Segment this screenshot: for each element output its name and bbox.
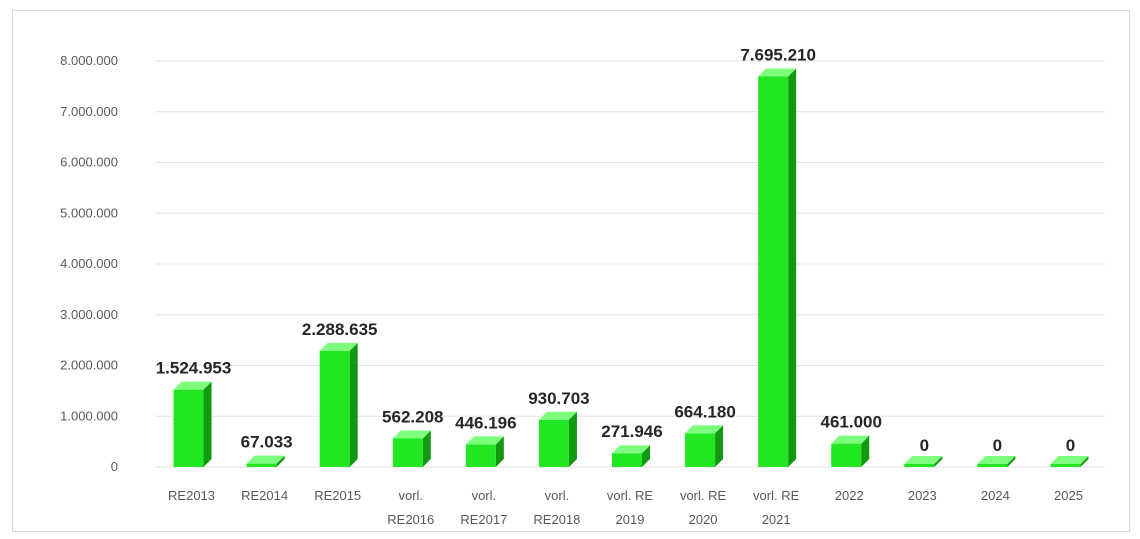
y-tick-label: 1.000.000 [60,408,118,423]
x-tick-label: 2024 [981,488,1010,503]
x-tick-label: 2025 [1054,488,1083,503]
x-tick-label: RE2017 [460,512,507,527]
x-tick-label: RE2015 [314,488,361,503]
y-tick-label: 5.000.000 [60,205,118,220]
data-label: 930.703 [528,389,589,408]
data-labels: 1.524.953 67.033 2.288.635 562.208 446.196 93… [156,45,1075,455]
x-tick-label: 2020 [689,512,718,527]
y-axis: 0 1.000.000 2.000.000 3.000.000 4.000.000 5.0… [60,53,118,474]
bars [173,68,1089,468]
data-label: 0 [920,436,929,455]
bar [831,435,870,467]
data-label: 0 [1066,436,1075,455]
bar [758,68,797,468]
y-tick-label: 3.000.000 [60,307,118,322]
x-tick-label: RE2013 [168,488,215,503]
bar [1050,456,1089,467]
x-axis: RE2013 RE2014 RE2015 vorl. RE2016 vorl. RE2017… [168,488,1083,527]
x-tick-label: vorl. RE [753,488,800,503]
bar [319,342,358,467]
x-tick-label: 2023 [908,488,937,503]
x-tick-label: vorl. [398,488,423,503]
bar [685,425,724,467]
data-label: 562.208 [382,407,443,426]
data-label: 0 [993,436,1002,455]
bar [246,455,285,467]
x-tick-label: vorl. [472,488,497,503]
y-tick-label: 2.000.000 [60,358,118,373]
bar [612,445,650,467]
x-tick-label: vorl. RE [680,488,727,503]
x-tick-label: RE2014 [241,488,288,503]
bar [904,456,943,467]
x-tick-label: RE2018 [533,512,580,527]
gridlines [155,60,1105,468]
bar [465,436,504,467]
data-label: 1.524.953 [156,359,232,378]
bar [538,411,577,467]
x-tick-label: 2022 [835,488,864,503]
x-tick-label: vorl. RE [607,488,654,503]
y-tick-label: 8.000.000 [60,53,118,68]
data-label: 2.288.635 [302,320,378,339]
data-label: 664.180 [674,402,735,421]
x-tick-label: 2021 [762,512,791,527]
x-tick-label: 2019 [616,512,645,527]
bar [173,381,212,467]
y-tick-label: 4.000.000 [60,256,118,271]
bar [392,430,431,467]
y-tick-label: 6.000.000 [60,155,118,170]
data-label: 446.196 [455,413,516,432]
data-label: 271.946 [601,422,662,441]
data-label: 461.000 [821,413,882,432]
data-label: 67.033 [241,433,293,452]
x-tick-label: vorl. [545,488,570,503]
x-tick-label: RE2016 [387,512,434,527]
bar [977,456,1016,467]
y-tick-label: 7.000.000 [60,104,118,119]
data-label: 7.695.210 [740,45,816,64]
y-tick-label: 0 [111,459,118,474]
